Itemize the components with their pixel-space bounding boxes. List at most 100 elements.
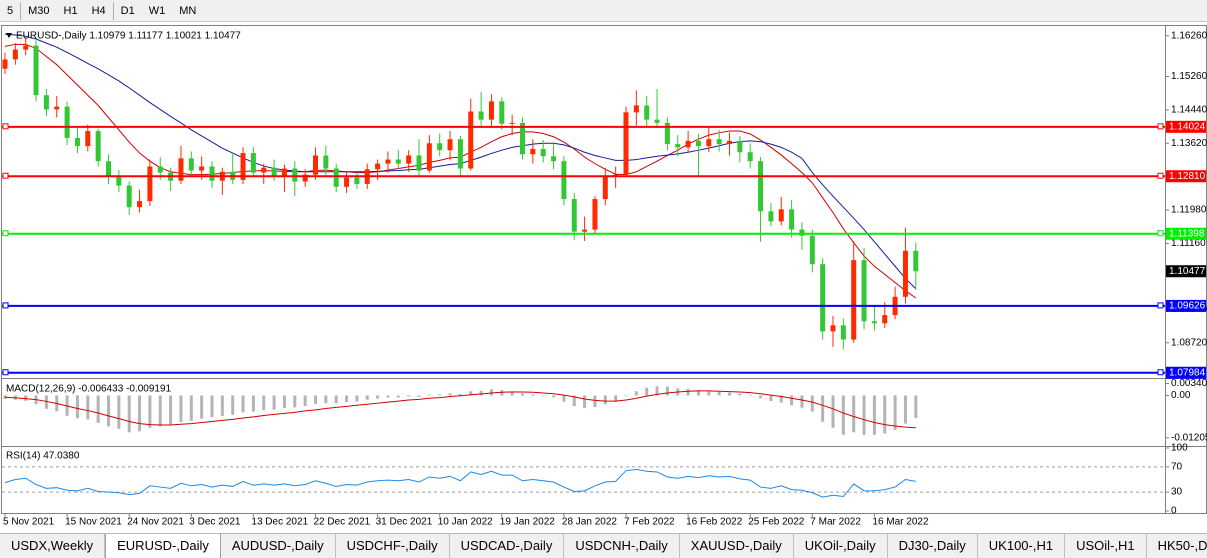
macd-bar bbox=[893, 395, 897, 430]
macd-bar bbox=[552, 395, 556, 398]
level-handle bbox=[2, 230, 9, 237]
candle-body bbox=[261, 167, 267, 173]
macd-bar bbox=[831, 395, 835, 428]
candle-body bbox=[85, 131, 91, 147]
macd-bar bbox=[324, 395, 328, 404]
candle-body bbox=[820, 264, 826, 332]
level-handle bbox=[1157, 302, 1164, 309]
level-label-box bbox=[1166, 299, 1206, 312]
chart-tab[interactable]: EURUSD-,Daily bbox=[105, 534, 221, 558]
x-tick-label: 28 Jan 2022 bbox=[562, 517, 617, 528]
y-tick-label: 1.14440 bbox=[1171, 105, 1207, 116]
timeframe-button[interactable]: 5 bbox=[7, 4, 14, 17]
macd-bar bbox=[500, 390, 504, 396]
x-tick-label: 10 Jan 2022 bbox=[438, 517, 493, 528]
macd-bar bbox=[44, 395, 48, 409]
timeframe-button[interactable]: H1 bbox=[63, 4, 78, 17]
macd-bar bbox=[396, 395, 400, 398]
candle-body bbox=[737, 140, 743, 153]
candle-body bbox=[2, 59, 8, 69]
candle-body bbox=[354, 177, 360, 184]
macd-bar bbox=[407, 395, 411, 397]
macd-bar bbox=[665, 386, 669, 396]
candle-body bbox=[271, 167, 277, 176]
candle-body bbox=[323, 155, 329, 169]
candle-body bbox=[437, 143, 443, 151]
candle-body bbox=[871, 321, 877, 324]
candle-body bbox=[488, 101, 494, 120]
candle-body bbox=[447, 139, 453, 151]
candle-body bbox=[95, 131, 101, 162]
macd-bar bbox=[800, 395, 804, 408]
candle-body bbox=[457, 139, 463, 169]
candle-body bbox=[281, 168, 287, 176]
macd-bar bbox=[376, 395, 380, 399]
candle-body bbox=[654, 119, 660, 123]
x-tick-label: 7 Mar 2022 bbox=[810, 517, 861, 528]
candle-body bbox=[716, 139, 722, 145]
chart-tab[interactable]: USOil-,H1 bbox=[1065, 534, 1147, 558]
chart-tab[interactable]: USDCNH-,Daily bbox=[564, 534, 680, 558]
indicator-line bbox=[4, 468, 916, 498]
candle-body bbox=[727, 140, 732, 145]
rsi-title: RSI(14) 47.0380 bbox=[6, 451, 80, 462]
macd-title: MACD(12,26,9) -0.006433 -0.009191 bbox=[6, 384, 172, 395]
chart-tab[interactable]: DJ30-,Daily bbox=[888, 534, 978, 558]
macd-bar bbox=[96, 395, 100, 423]
candle-body bbox=[209, 166, 215, 181]
macd-bar bbox=[107, 395, 110, 427]
candle-body bbox=[902, 250, 908, 297]
candle-body bbox=[199, 166, 205, 171]
candle-body bbox=[706, 139, 712, 147]
chart-tab[interactable]: XAUUSD-,Daily bbox=[680, 534, 794, 558]
y-tick-label: 1.16260 bbox=[1171, 30, 1207, 41]
candle-body bbox=[43, 95, 49, 110]
macd-bar bbox=[210, 395, 214, 418]
macd-bar bbox=[583, 395, 587, 409]
candle-body bbox=[468, 111, 474, 169]
chart-tab[interactable]: AUDUSD-,Daily bbox=[221, 534, 336, 558]
macd-bar bbox=[138, 395, 142, 432]
macd-bar bbox=[769, 395, 773, 402]
timeframe-button[interactable]: H4 bbox=[91, 4, 106, 17]
chart-tab[interactable]: USDX,Weekly bbox=[0, 534, 106, 558]
x-tick-label: 13 Dec 2021 bbox=[251, 517, 308, 528]
level-label: 1.14024 bbox=[1169, 121, 1206, 132]
candle-body bbox=[582, 229, 588, 232]
macd-bar bbox=[179, 395, 183, 423]
timeframe-button[interactable]: W1 bbox=[148, 4, 166, 17]
macd-bar bbox=[220, 395, 224, 416]
macd-bar bbox=[282, 395, 286, 409]
macd-bar bbox=[231, 395, 235, 415]
candle-body bbox=[23, 45, 29, 50]
chart-title: EURUSD-,Daily 1.10979 1.11177 1.10021 1.… bbox=[16, 31, 241, 42]
chart-tab[interactable]: USDCHF-,Daily bbox=[336, 534, 450, 558]
timeframe-button[interactable]: M30 bbox=[28, 4, 50, 17]
chart-tab[interactable]: UK100-,H1 bbox=[978, 534, 1066, 558]
candle-body bbox=[623, 112, 629, 175]
chart-tab[interactable]: USDCAD-,Daily bbox=[450, 534, 565, 558]
y-tick-label: 30 bbox=[1171, 487, 1183, 498]
chart-tab[interactable]: HK50-,Daily bbox=[1147, 534, 1207, 558]
candle-body bbox=[178, 158, 184, 181]
macd-bar bbox=[417, 395, 421, 397]
macd-bar bbox=[696, 390, 700, 396]
candle-body bbox=[551, 156, 557, 162]
candle-body bbox=[313, 155, 318, 175]
macd-bar bbox=[293, 395, 297, 408]
candle-body bbox=[840, 325, 846, 340]
signal-line bbox=[4, 390, 916, 429]
candle-body bbox=[126, 185, 132, 208]
timeframe-button[interactable]: MN bbox=[179, 4, 197, 17]
macd-bar bbox=[603, 395, 607, 405]
candle-body bbox=[530, 148, 536, 155]
candle-body bbox=[664, 122, 670, 145]
candle-body bbox=[54, 106, 60, 110]
timeframe-button[interactable]: D1 bbox=[120, 4, 135, 17]
chart-tab[interactable]: UKOil-,Daily bbox=[794, 534, 888, 558]
candle-body bbox=[395, 159, 401, 164]
x-tick-label: 16 Mar 2022 bbox=[872, 517, 929, 528]
level-label: 1.11398 bbox=[1169, 228, 1205, 239]
candle-body bbox=[633, 105, 639, 113]
